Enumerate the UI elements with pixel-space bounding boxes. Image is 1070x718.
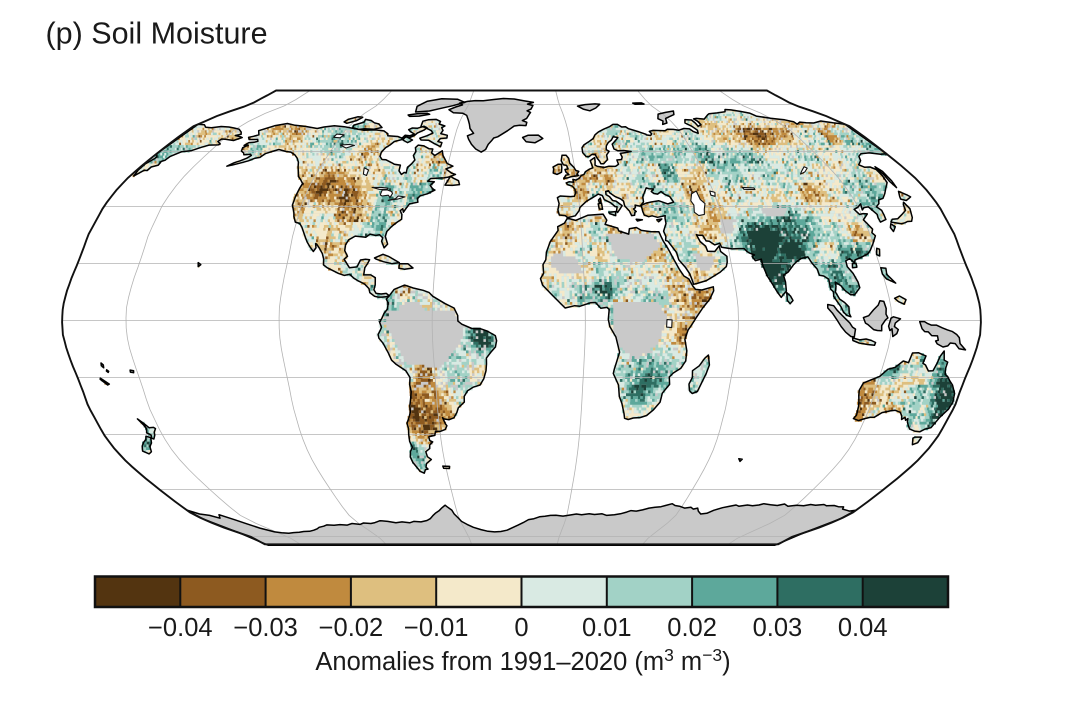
svg-text:0.04: 0.04 xyxy=(838,614,888,642)
svg-text:0.01: 0.01 xyxy=(582,614,632,642)
svg-text:0.03: 0.03 xyxy=(753,614,803,642)
svg-text:−0.01: −0.01 xyxy=(404,614,469,642)
svg-text:−0.02: −0.02 xyxy=(319,614,384,642)
svg-text:(p) Soil Moisture: (p) Soil Moisture xyxy=(46,17,268,51)
svg-text:0.02: 0.02 xyxy=(667,614,717,642)
svg-text:0: 0 xyxy=(514,614,528,642)
svg-text:−0.04: −0.04 xyxy=(148,614,213,642)
svg-text:−0.03: −0.03 xyxy=(233,614,298,642)
svg-text:Anomalies from 1991–2020 (m3 m: Anomalies from 1991–2020 (m3 m−3) xyxy=(315,645,730,676)
